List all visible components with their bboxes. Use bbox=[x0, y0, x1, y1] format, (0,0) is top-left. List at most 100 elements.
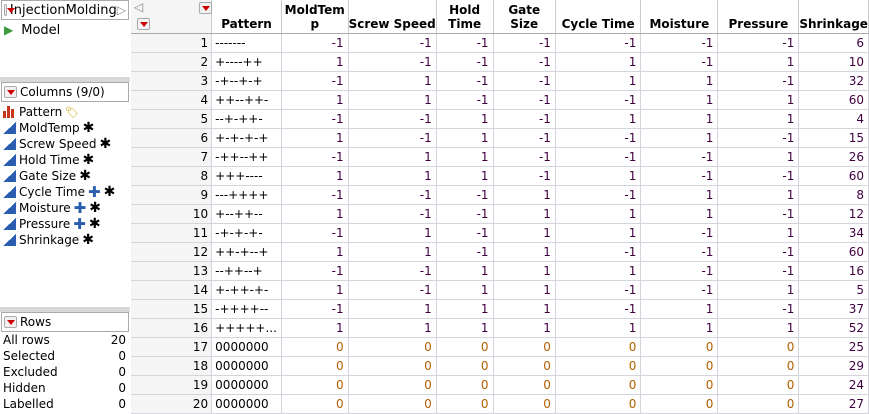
table-row[interactable]: 19 0000000 0 0 0 0 0 0 0 24 bbox=[131, 375, 869, 395]
cell[interactable]: 1 bbox=[436, 147, 494, 167]
cell[interactable]: -1 bbox=[493, 147, 556, 167]
cell[interactable]: 0 bbox=[555, 356, 642, 376]
table-row[interactable]: 3 -+--+-+ -1 1 -1 -1 1 1 -1 32 bbox=[131, 71, 869, 91]
cell[interactable]: 0 bbox=[717, 337, 800, 357]
cell[interactable]: 1 bbox=[640, 128, 719, 148]
cell[interactable]: -1 bbox=[555, 147, 642, 167]
cell[interactable]: 24 bbox=[798, 375, 869, 395]
cell[interactable]: 1 bbox=[281, 128, 349, 148]
cell[interactable]: -1 bbox=[717, 71, 800, 91]
row-number[interactable]: 8 bbox=[131, 166, 213, 186]
cell[interactable]: 0 bbox=[555, 337, 642, 357]
cell[interactable]: -1 bbox=[281, 185, 349, 205]
label-tag-icon[interactable]: 🏷 bbox=[65, 105, 80, 119]
cell[interactable]: -1 bbox=[640, 52, 719, 72]
cell[interactable]: 1 bbox=[493, 280, 556, 300]
row-number[interactable]: 20 bbox=[131, 394, 213, 414]
cell[interactable]: 1 bbox=[717, 185, 800, 205]
cell[interactable]: -1 bbox=[493, 109, 556, 129]
cell[interactable]: 1 bbox=[281, 318, 349, 338]
cell[interactable]: 1 bbox=[348, 223, 437, 243]
cell[interactable]: ++-+--+ bbox=[211, 242, 282, 262]
row-number[interactable]: 11 bbox=[131, 223, 213, 243]
row-number[interactable]: 7 bbox=[131, 147, 213, 167]
asterisk-icon[interactable]: ✱ bbox=[79, 168, 91, 184]
asterisk-icon[interactable]: ✱ bbox=[89, 200, 101, 216]
cell[interactable]: 1 bbox=[436, 128, 494, 148]
cell[interactable]: 60 bbox=[798, 90, 869, 110]
cell[interactable]: 32 bbox=[798, 71, 869, 91]
table-row[interactable]: 8 +++---- 1 1 1 -1 1 -1 -1 60 bbox=[131, 166, 869, 186]
cell[interactable]: -1 bbox=[555, 280, 642, 300]
cell[interactable]: +----++ bbox=[211, 52, 282, 72]
cell[interactable]: -1 bbox=[640, 223, 719, 243]
cell[interactable]: 0000000 bbox=[211, 394, 282, 414]
cell[interactable]: 1 bbox=[348, 299, 437, 319]
cell[interactable]: 29 bbox=[798, 356, 869, 376]
cell[interactable]: +++---- bbox=[211, 166, 282, 186]
cell[interactable]: +++++... bbox=[211, 318, 282, 338]
table-row[interactable]: 1 ------- -1 -1 -1 -1 -1 -1 -1 6 bbox=[131, 33, 869, 53]
cell[interactable]: 1 bbox=[493, 185, 556, 205]
plus-icon[interactable]: ✚ bbox=[73, 215, 86, 233]
cell[interactable]: 1 bbox=[436, 166, 494, 186]
cell[interactable]: -1 bbox=[348, 261, 437, 281]
cell[interactable]: 60 bbox=[798, 242, 869, 262]
table-row[interactable]: 20 0000000 0 0 0 0 0 0 0 27 bbox=[131, 394, 869, 414]
column-item[interactable]: Shrinkage ✱ bbox=[0, 232, 130, 248]
row-number[interactable]: 6 bbox=[131, 128, 213, 148]
cell[interactable]: -1 bbox=[348, 185, 437, 205]
cell[interactable]: 4 bbox=[798, 109, 869, 129]
cell[interactable]: 1 bbox=[281, 242, 349, 262]
cell[interactable]: 37 bbox=[798, 299, 869, 319]
cell[interactable]: -1 bbox=[436, 185, 494, 205]
row-number[interactable]: 18 bbox=[131, 356, 213, 376]
cell[interactable]: 0 bbox=[717, 356, 800, 376]
row-number[interactable]: 10 bbox=[131, 204, 213, 224]
plus-icon[interactable]: ✚ bbox=[73, 199, 87, 217]
cell[interactable]: 1 bbox=[348, 147, 437, 167]
cell[interactable]: 0 bbox=[493, 337, 556, 357]
collapse-arrow-icon[interactable]: ◁ bbox=[134, 0, 144, 14]
table-row[interactable]: 12 ++-+--+ 1 1 -1 1 -1 -1 -1 60 bbox=[131, 242, 869, 262]
cell[interactable]: 1 bbox=[281, 280, 349, 300]
row-number[interactable]: 12 bbox=[131, 242, 213, 262]
table-row[interactable]: 7 -++--++ -1 1 1 -1 -1 -1 1 26 bbox=[131, 147, 869, 167]
cell[interactable]: 6 bbox=[798, 33, 869, 53]
cell[interactable]: -1 bbox=[281, 261, 349, 281]
cell[interactable]: 1 bbox=[717, 223, 800, 243]
cell[interactable]: --++--+ bbox=[211, 261, 282, 281]
cell[interactable]: ------- bbox=[211, 33, 282, 53]
cell[interactable]: -1 bbox=[281, 299, 349, 319]
cell[interactable]: -1 bbox=[640, 242, 719, 262]
cell[interactable]: 1 bbox=[281, 166, 349, 186]
cell[interactable]: -1 bbox=[493, 166, 556, 186]
cell[interactable]: +-+-+-+ bbox=[211, 128, 282, 148]
cell[interactable]: 1 bbox=[348, 318, 437, 338]
cell[interactable]: 1 bbox=[436, 280, 494, 300]
cell[interactable]: -+-+-+- bbox=[211, 223, 282, 243]
row-number[interactable]: 4 bbox=[131, 90, 213, 110]
table-row[interactable]: 16 +++++... 1 1 1 1 1 1 1 52 bbox=[131, 318, 869, 338]
column-item[interactable]: Moisture ✚ ✱ bbox=[0, 199, 130, 217]
cell[interactable]: 0 bbox=[281, 337, 349, 357]
cell[interactable]: 1 bbox=[640, 204, 719, 224]
cell[interactable]: -1 bbox=[281, 33, 349, 53]
cell[interactable]: 1 bbox=[493, 204, 556, 224]
cell[interactable]: -1 bbox=[717, 33, 800, 53]
cell[interactable]: -1 bbox=[717, 128, 800, 148]
cell[interactable]: +--++-- bbox=[211, 204, 282, 224]
cell[interactable]: 0 bbox=[436, 375, 494, 395]
asterisk-icon[interactable]: ✱ bbox=[88, 216, 101, 232]
cell[interactable]: -++--++ bbox=[211, 147, 282, 167]
cell[interactable]: 0 bbox=[281, 394, 349, 414]
cell[interactable]: -1 bbox=[436, 204, 494, 224]
cell[interactable]: -1 bbox=[717, 242, 800, 262]
table-row[interactable]: 13 --++--+ -1 -1 1 1 1 -1 -1 16 bbox=[131, 261, 869, 281]
table-row[interactable]: 14 +-++-+- 1 -1 1 1 -1 -1 1 5 bbox=[131, 280, 869, 300]
cell[interactable]: -+--+-+ bbox=[211, 71, 282, 91]
table-row[interactable]: 6 +-+-+-+ 1 -1 1 -1 -1 1 -1 15 bbox=[131, 128, 869, 148]
asterisk-icon[interactable]: ✱ bbox=[103, 184, 116, 200]
cell[interactable]: 0 bbox=[493, 356, 556, 376]
cell[interactable]: -1 bbox=[436, 71, 494, 91]
